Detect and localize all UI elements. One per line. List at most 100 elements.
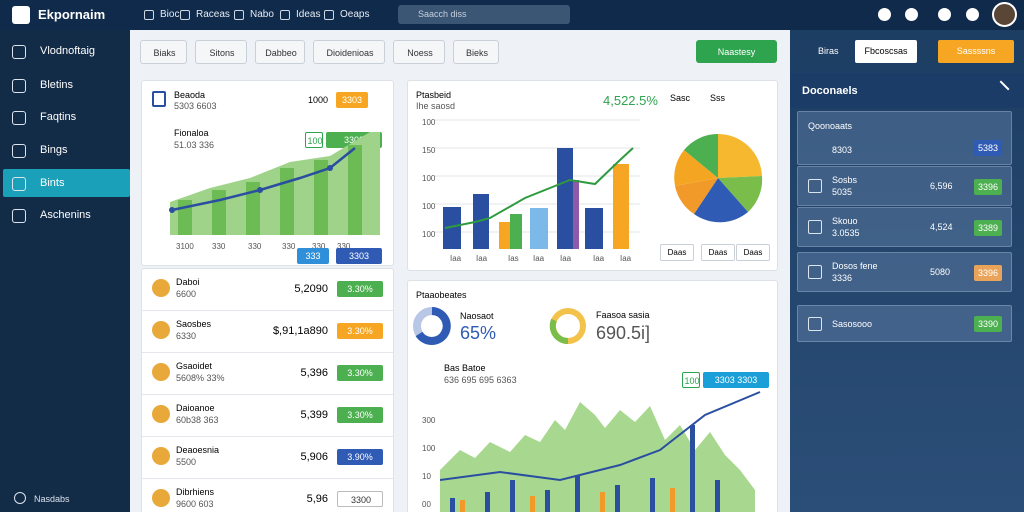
sidebar-item[interactable]: Faqtins xyxy=(40,111,77,123)
chart-button[interactable]: Daas xyxy=(660,244,694,261)
list-row[interactable]: Daboi 6600 5,2090 3.30% xyxy=(142,269,393,311)
row-badge-text: 3390 xyxy=(977,319,999,329)
filter-button[interactable]: Noess xyxy=(393,40,445,64)
list-row[interactable]: Deaoesnia 5500 5,906 3.90% xyxy=(142,437,393,479)
chart-shape xyxy=(450,425,720,512)
sidebar-item[interactable]: Aschenins xyxy=(40,209,91,221)
filter-button[interactable]: Bieks xyxy=(453,40,499,64)
panel-action-label: Sassssns xyxy=(956,46,996,56)
accordion-title: Qoonoaats xyxy=(808,121,853,131)
action-button[interactable]: Naastesy xyxy=(696,40,777,63)
row-sub: 5608% 33% xyxy=(176,373,225,383)
chart-shape xyxy=(510,480,515,512)
panel-header-title: Doconaels xyxy=(802,85,858,97)
row-sub: 60b38 363 xyxy=(176,415,219,425)
x-label: Iaa xyxy=(560,254,572,263)
panel-tab[interactable]: Biras xyxy=(818,46,839,56)
row-title: Dosos fene xyxy=(832,261,878,271)
chart-badge-text: 3303 xyxy=(343,135,365,145)
search-box[interactable]: Saacch diss xyxy=(398,5,570,24)
chart-shape xyxy=(715,480,720,512)
x-label: Iaa xyxy=(593,254,605,263)
chart-shape xyxy=(670,488,675,512)
top-icon[interactable] xyxy=(905,8,918,21)
chart-shape xyxy=(314,160,328,235)
panel-action[interactable]: Sassssns xyxy=(938,40,1014,63)
filter-button[interactable]: Biaks xyxy=(140,40,187,64)
chart-shape xyxy=(460,488,675,512)
x-label: Iaa xyxy=(476,254,488,263)
panel-row[interactable]: Skouo 3.0535 4,524 3389 xyxy=(797,207,1012,247)
chart-shape xyxy=(674,150,718,186)
chart-shape xyxy=(718,176,763,212)
kpi-label: Faasoa sasia xyxy=(596,310,650,320)
panel-button[interactable]: Fbcoscsas xyxy=(855,40,917,63)
sidebar-active xyxy=(3,169,130,197)
chart-shape xyxy=(510,214,522,249)
panel-row[interactable]: Sasosooo 3390 xyxy=(797,305,1012,342)
panel-row[interactable]: Sosbs 5035 6,596 3396 xyxy=(797,166,1012,206)
chart-shape xyxy=(650,478,655,512)
sidebar-item[interactable]: Vlodnoftaig xyxy=(40,45,96,57)
sidebar-item[interactable]: Bletins xyxy=(40,79,74,91)
row-badge: 3389 xyxy=(974,220,1002,236)
top-icon[interactable] xyxy=(878,8,891,21)
row-icon xyxy=(152,489,170,507)
chart-shape xyxy=(615,485,620,512)
y-label: 100 xyxy=(422,174,436,183)
filter-button[interactable]: Sitons xyxy=(195,40,247,64)
nav-item[interactable]: Bioc xyxy=(160,9,180,20)
chart-button[interactable]: Daas xyxy=(701,244,735,261)
row-badge-text: 3396 xyxy=(977,182,999,192)
row-value: 5080 xyxy=(930,267,951,277)
list-row[interactable]: Saosbes 6330 $,91,1a890 3.30% xyxy=(142,311,393,353)
row-icon xyxy=(808,265,822,279)
nav-item[interactable]: Nabo xyxy=(250,9,274,20)
row-badge: 3396 xyxy=(974,179,1002,195)
sidebar-icon xyxy=(12,111,26,125)
row-sub: 9600 603 xyxy=(176,499,214,509)
list-row[interactable]: Dibrhiens 9600 603 5,96 3300 xyxy=(142,479,393,512)
nav-item[interactable]: Oeaps xyxy=(340,9,370,20)
chart-shape xyxy=(499,222,511,249)
chart-button[interactable]: Daas xyxy=(736,244,770,261)
chart-shape xyxy=(178,145,362,235)
row-value: 4,524 xyxy=(930,222,953,232)
panel-row[interactable]: Dosos fene 3336 5080 3396 xyxy=(797,252,1012,292)
panel-button-label: Fbcoscsas xyxy=(864,46,908,56)
nav-item[interactable]: Ideas xyxy=(296,9,321,20)
footer-badge-text: 3303 xyxy=(348,251,370,261)
nav-item[interactable]: Raceas xyxy=(196,9,230,20)
row-badge: 3390 xyxy=(974,316,1002,332)
chart-shape xyxy=(212,190,226,235)
chart-shape xyxy=(557,148,573,249)
filter-button[interactable]: Dioidenioas xyxy=(313,40,385,64)
top-icon[interactable] xyxy=(966,8,979,21)
chart-title: Ptasbeid xyxy=(416,90,452,100)
row-title: Sosbs xyxy=(832,175,858,185)
list-row[interactable]: Daioanoe 60b38 363 5,399 3.30% xyxy=(142,395,393,437)
series-badge-text: 3303 3303 xyxy=(714,375,758,385)
x-label: 330 xyxy=(312,242,326,251)
row-value: $,91,1a890 xyxy=(272,325,328,337)
row-badge-text: 3.90% xyxy=(347,452,373,462)
sidebar-item[interactable]: Bings xyxy=(40,144,68,156)
accordion[interactable]: Qoonoaats 8303 5383 xyxy=(797,111,1012,165)
accordion-badge: 5383 xyxy=(974,140,1002,156)
chart-shape xyxy=(327,165,333,171)
area-chart xyxy=(169,132,380,235)
chart-title: Fionaloa xyxy=(174,128,209,138)
y-label: 300 xyxy=(422,416,436,425)
x-label: 330 xyxy=(212,242,226,251)
avatar[interactable] xyxy=(992,2,1017,27)
top-icon[interactable] xyxy=(938,8,951,21)
list-row[interactable]: Gsaoidet 5608% 33% 5,396 3.30% xyxy=(142,353,393,395)
pie-chart xyxy=(674,133,763,223)
row-value: 5,399 xyxy=(300,409,328,421)
search-placeholder: Saacch diss xyxy=(418,9,467,19)
chart-shape xyxy=(257,187,263,193)
filter-button[interactable]: Dabbeo xyxy=(255,40,305,64)
sidebar-item[interactable]: Bints xyxy=(40,177,65,189)
list-card: Daboi 6600 5,2090 3.30% Saosbes 6330 $,91,1a89… xyxy=(141,268,394,512)
chart-shape xyxy=(694,178,748,223)
